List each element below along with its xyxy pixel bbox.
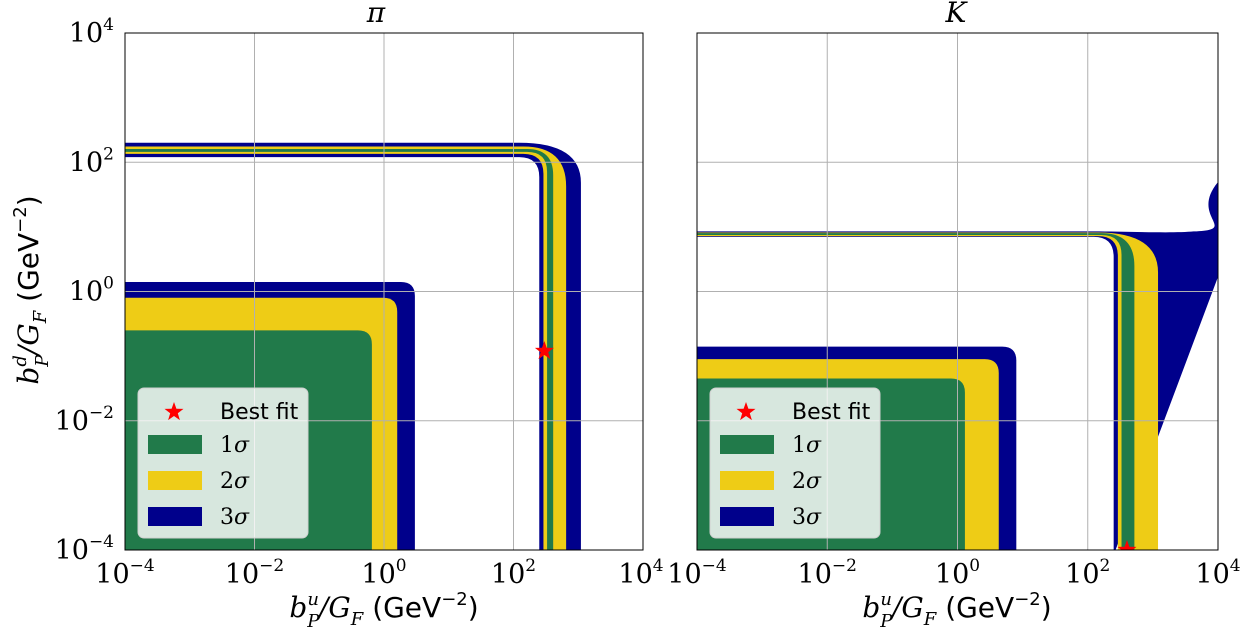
x-tick-label: 100 xyxy=(935,556,980,590)
legend-label: 1σ xyxy=(220,433,250,458)
x-axis-label: bPu/GF (GeV−2) xyxy=(289,589,478,632)
panel-title: K xyxy=(945,0,969,29)
axes-frame xyxy=(124,32,644,551)
x-tick-labels: 10−4 10−2 100 102 104 xyxy=(95,556,663,590)
y-tick-label: 104 xyxy=(69,15,114,49)
legend-star-icon xyxy=(164,402,184,421)
legend-swatch xyxy=(148,471,202,490)
panel-k: K 10−4 10−2 100 102 104 Best fit 1σ 2σ 3σ bPu/G… xyxy=(667,0,1240,632)
legend-star-icon xyxy=(736,402,756,421)
legend-swatch xyxy=(720,435,774,454)
legend-label: Best fit xyxy=(220,400,299,425)
x-tick-label: 104 xyxy=(1195,556,1240,590)
legend-swatch xyxy=(148,435,202,454)
x-tick-label: 10−2 xyxy=(798,556,857,590)
y-tick-label: 102 xyxy=(69,144,114,178)
best-fit-star xyxy=(1117,540,1137,550)
x-tick-label: 104 xyxy=(618,556,663,590)
panel-pi: π 10−4 10−2 100 102 104 10−4 10−2 100 102 104 Be… xyxy=(10,0,664,632)
x-tick-label: 100 xyxy=(361,556,406,590)
best-fit-marker xyxy=(1117,540,1137,550)
x-axis-label: bPu/GF (GeV−2) xyxy=(862,589,1051,632)
legend-label: 3σ xyxy=(220,505,250,530)
legend: Best fit 1σ 2σ 3σ xyxy=(137,387,309,539)
legend-label: 1σ xyxy=(792,433,822,458)
y-tick-labels: 10−4 10−2 100 102 104 xyxy=(55,15,114,566)
legend-label: 2σ xyxy=(792,469,822,494)
axes-frame xyxy=(696,32,1219,551)
x-tick-label: 10−4 xyxy=(95,556,154,590)
legend-swatch xyxy=(720,471,774,490)
legend-label: 2σ xyxy=(220,469,250,494)
legend-box xyxy=(137,387,309,539)
legend-swatch xyxy=(148,507,202,526)
x-tick-label: 102 xyxy=(491,556,536,590)
x-tick-label: 10−4 xyxy=(667,556,726,590)
y-tick-label: 10−2 xyxy=(55,403,114,437)
x-tick-label: 102 xyxy=(1065,556,1110,590)
x-tick-labels: 10−4 10−2 100 102 104 xyxy=(667,556,1240,590)
panel-title: π xyxy=(366,0,386,29)
legend-box xyxy=(709,387,881,539)
y-tick-label: 100 xyxy=(69,274,114,308)
legend-swatch xyxy=(720,507,774,526)
legend-label: 3σ xyxy=(792,505,822,530)
x-tick-label: 10−2 xyxy=(225,556,284,590)
best-fit-marker xyxy=(534,341,554,360)
band-corner xyxy=(697,182,1218,550)
y-axis-label: bPd/GF (GeV−2) xyxy=(10,195,53,384)
grid xyxy=(125,33,643,550)
legend-label: Best fit xyxy=(792,400,871,425)
legend: Best fit 1σ 2σ 3σ xyxy=(709,387,881,539)
y-tick-label: 10−4 xyxy=(55,532,114,566)
best-fit-star xyxy=(534,341,554,360)
